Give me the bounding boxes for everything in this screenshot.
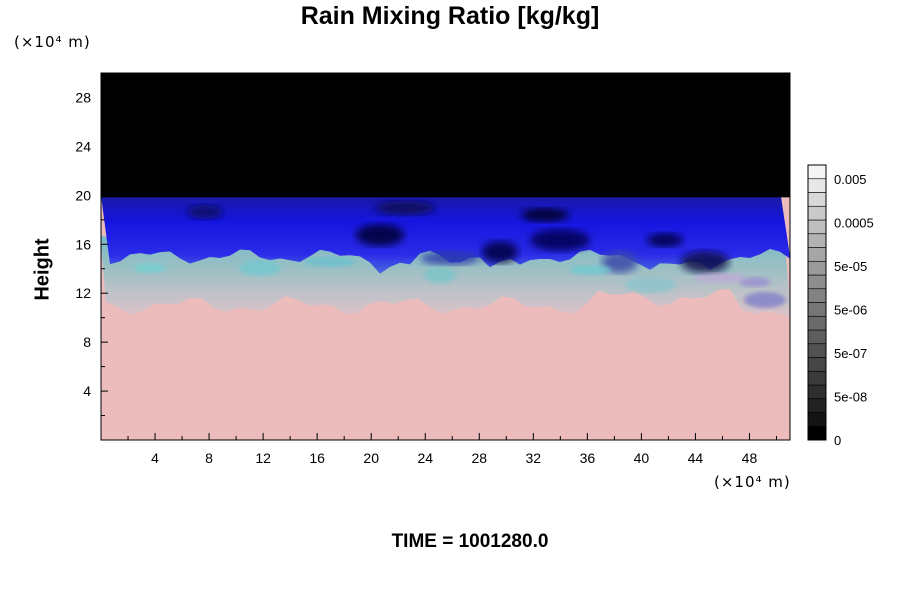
x-tick-label: 32 (526, 450, 542, 466)
turbulent-eddy (521, 208, 569, 222)
colorbar-label: 5e-08 (834, 390, 867, 405)
colorbar-label: 0.005 (834, 172, 867, 187)
mixing-plume (134, 263, 166, 273)
colorbar-cell (807, 219, 827, 235)
y-tick-label: 20 (75, 187, 91, 203)
colorbar-label: 0 (834, 433, 841, 448)
x-tick-label: 48 (742, 450, 758, 466)
x-tick-label: 4 (151, 450, 159, 466)
mixing-plume (744, 292, 786, 308)
chart-title: Rain Mixing Ratio [kg/kg] (300, 2, 600, 30)
mixing-plume (624, 277, 676, 293)
turbulent-eddy (681, 251, 729, 273)
colorbar-cell (807, 370, 827, 386)
colorbar-cell (807, 288, 827, 303)
colorbar-cell (807, 260, 827, 276)
x-tick-label: 44 (688, 450, 704, 466)
y-tick-label: 16 (75, 236, 91, 252)
colorbar-cell (807, 384, 827, 400)
colorbar-cell (807, 343, 827, 358)
colorbar-cell (807, 302, 827, 317)
plot-frame (100, 72, 791, 441)
x-axis-unit: (×10⁴ m) (714, 473, 791, 491)
y-axis-unit: (×10⁴ m) (14, 33, 91, 51)
mixing-plume (424, 267, 456, 283)
colorbar-cell (807, 315, 827, 331)
turbulent-eddy (602, 251, 638, 273)
turbulent-eddy (420, 251, 480, 265)
y-tick-label: 4 (83, 383, 91, 399)
x-tick-label: 24 (417, 450, 433, 466)
turbulent-eddy (187, 205, 223, 219)
turbulent-eddy (356, 224, 404, 246)
y-tick-label: 28 (75, 89, 91, 105)
colorbar-cell (807, 164, 827, 180)
colorbar-cell (807, 412, 827, 427)
turbulent-eddy (482, 241, 518, 263)
colorbar-cell (807, 398, 827, 413)
x-tick-label: 28 (471, 450, 487, 466)
colorbar-cell (807, 192, 827, 207)
colorbar-cell (807, 357, 827, 372)
colorbar-label: 0.0005 (834, 216, 874, 231)
x-tick-label: 16 (309, 450, 325, 466)
x-tick-label: 20 (363, 450, 379, 466)
mixing-plume (739, 277, 771, 287)
colorbar-label: 5e-07 (834, 346, 867, 361)
x-tick-label: 36 (580, 450, 596, 466)
mixing-plume (239, 260, 281, 276)
turbulent-eddy (375, 201, 435, 215)
turbulent-eddy (530, 229, 590, 251)
x-tick-label: 8 (205, 450, 213, 466)
mixing-plume (569, 265, 611, 275)
colorbar-cell (807, 247, 827, 262)
colorbar-cell (807, 205, 827, 221)
colorbar-label: 5e-06 (834, 303, 867, 318)
colorbar-frame (807, 164, 827, 441)
y-tick-label: 8 (83, 334, 91, 350)
colorbar-cell (807, 274, 827, 290)
mixing-plume (694, 273, 746, 283)
layer-top (101, 73, 790, 198)
x-tick-label: 12 (255, 450, 271, 466)
colorbar-cell (807, 233, 827, 248)
colorbar-cell (807, 425, 827, 441)
y-tick-label: 12 (75, 285, 91, 301)
colorbar-cell (807, 329, 827, 345)
turbulent-eddy (647, 233, 683, 247)
y-tick-label: 24 (75, 138, 91, 154)
colorbar-label: 5e-05 (834, 259, 867, 274)
x-tick-label: 40 (634, 450, 650, 466)
mixing-plume (304, 257, 356, 267)
colorbar-cell (807, 178, 827, 193)
time-label: TIME = 1001280.0 (391, 531, 549, 552)
